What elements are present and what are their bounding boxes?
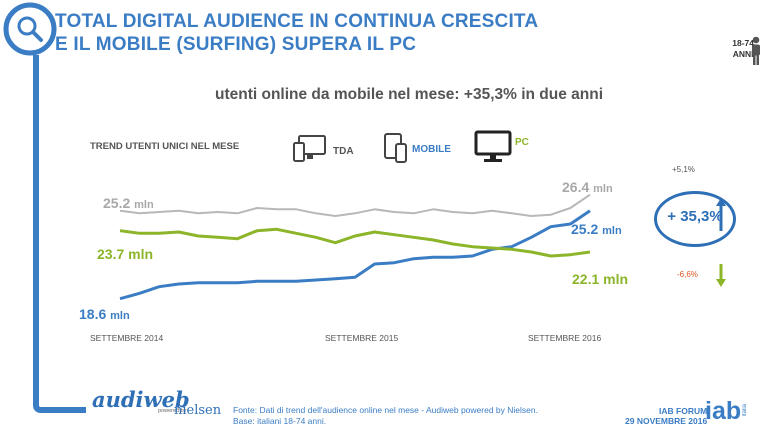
title-line-2: E IL MOBILE (SURFING) SUPERA IL PC: [55, 34, 417, 55]
mobile-end-value: 25.2: [571, 221, 599, 237]
label-pc-start: 23.7 mln: [97, 246, 154, 262]
arrow-up-icon: [716, 198, 726, 231]
mobile-start-value: 18.6: [79, 306, 107, 322]
arrow-down-icon: [716, 264, 726, 287]
source-line-1: Fonte: Dati di trend dell'audience onlin…: [233, 405, 538, 415]
label-tda-start: 25.2 mln: [103, 195, 154, 211]
growth-mobile: + 35,3%: [667, 208, 723, 225]
iab-logo: iab: [705, 397, 741, 426]
legend-tda: TDA: [333, 146, 354, 157]
series-line-mobile: [119, 209, 591, 301]
iab-logo-sub: italia: [742, 404, 748, 417]
frame-decoration: [3, 2, 86, 413]
growth-tda: +5,1%: [672, 165, 695, 174]
forum-info: IAB FORUM 29 NOVEMBRE 2016: [625, 406, 707, 426]
age-range: 18-74: [732, 38, 754, 48]
growth-circle: [654, 191, 736, 247]
label-mobile-start: 18.6 mln: [79, 306, 130, 322]
legend-pc: PC: [515, 137, 529, 148]
legend-mobile: MOBILE: [412, 144, 451, 155]
x-tick-sep-2016: SETTEMBRE 2016: [528, 333, 602, 343]
tda-devices-icon: [293, 135, 326, 162]
pc-monitor-icon: [474, 130, 512, 162]
mobile-start-unit: mln: [110, 310, 130, 322]
mobile-end-unit: mln: [602, 225, 622, 237]
growth-pc: -6,6%: [677, 270, 698, 279]
tda-start-value: 25.2: [103, 195, 131, 211]
forum-date: 29 NOVEMBRE 2016: [625, 416, 708, 426]
x-tick-sep-2015: SETTEMBRE 2015: [325, 333, 399, 343]
series-line-pc: [119, 227, 591, 258]
nielsen-logo: nielsen: [174, 403, 222, 418]
x-tick-sep-2014: SETTEMBRE 2014: [90, 333, 164, 343]
iab-logo-text: iab: [705, 397, 742, 425]
page-title: TOTAL DIGITAL AUDIENCE IN CONTINUA CRESC…: [55, 10, 575, 56]
mobile-devices-icon: [384, 133, 407, 163]
tda-end-value: 26.4: [562, 179, 590, 195]
tda-start-unit: mln: [134, 199, 154, 211]
powered-by: powered by: [158, 408, 187, 414]
series-line-tda: [119, 193, 591, 217]
age-badge: 18-74 ANNI: [732, 38, 754, 60]
label-mobile-end: 25.2 mln: [571, 221, 622, 237]
source-line-2: Base: italiani 18-74 anni.: [233, 416, 327, 426]
age-unit: ANNI: [732, 49, 754, 59]
audiweb-logo-text: audiweb: [92, 387, 190, 412]
person-icon: [752, 36, 760, 65]
audiweb-logo: audiweb: [92, 387, 190, 412]
trend-label: TREND UTENTI UNICI NEL MESE: [90, 141, 240, 152]
label-tda-end: 26.4 mln: [562, 179, 613, 195]
forum-name: IAB FORUM: [659, 406, 708, 416]
title-line-1: TOTAL DIGITAL AUDIENCE IN CONTINUA CRESC…: [55, 11, 539, 32]
source-note: Fonte: Dati di trend dell'audience onlin…: [233, 405, 538, 427]
subtitle: utenti online da mobile nel mese: +35,3%…: [215, 86, 604, 103]
tda-end-unit: mln: [593, 183, 613, 195]
search-icon: [17, 16, 43, 42]
label-pc-end: 22.1 mln: [572, 271, 629, 287]
